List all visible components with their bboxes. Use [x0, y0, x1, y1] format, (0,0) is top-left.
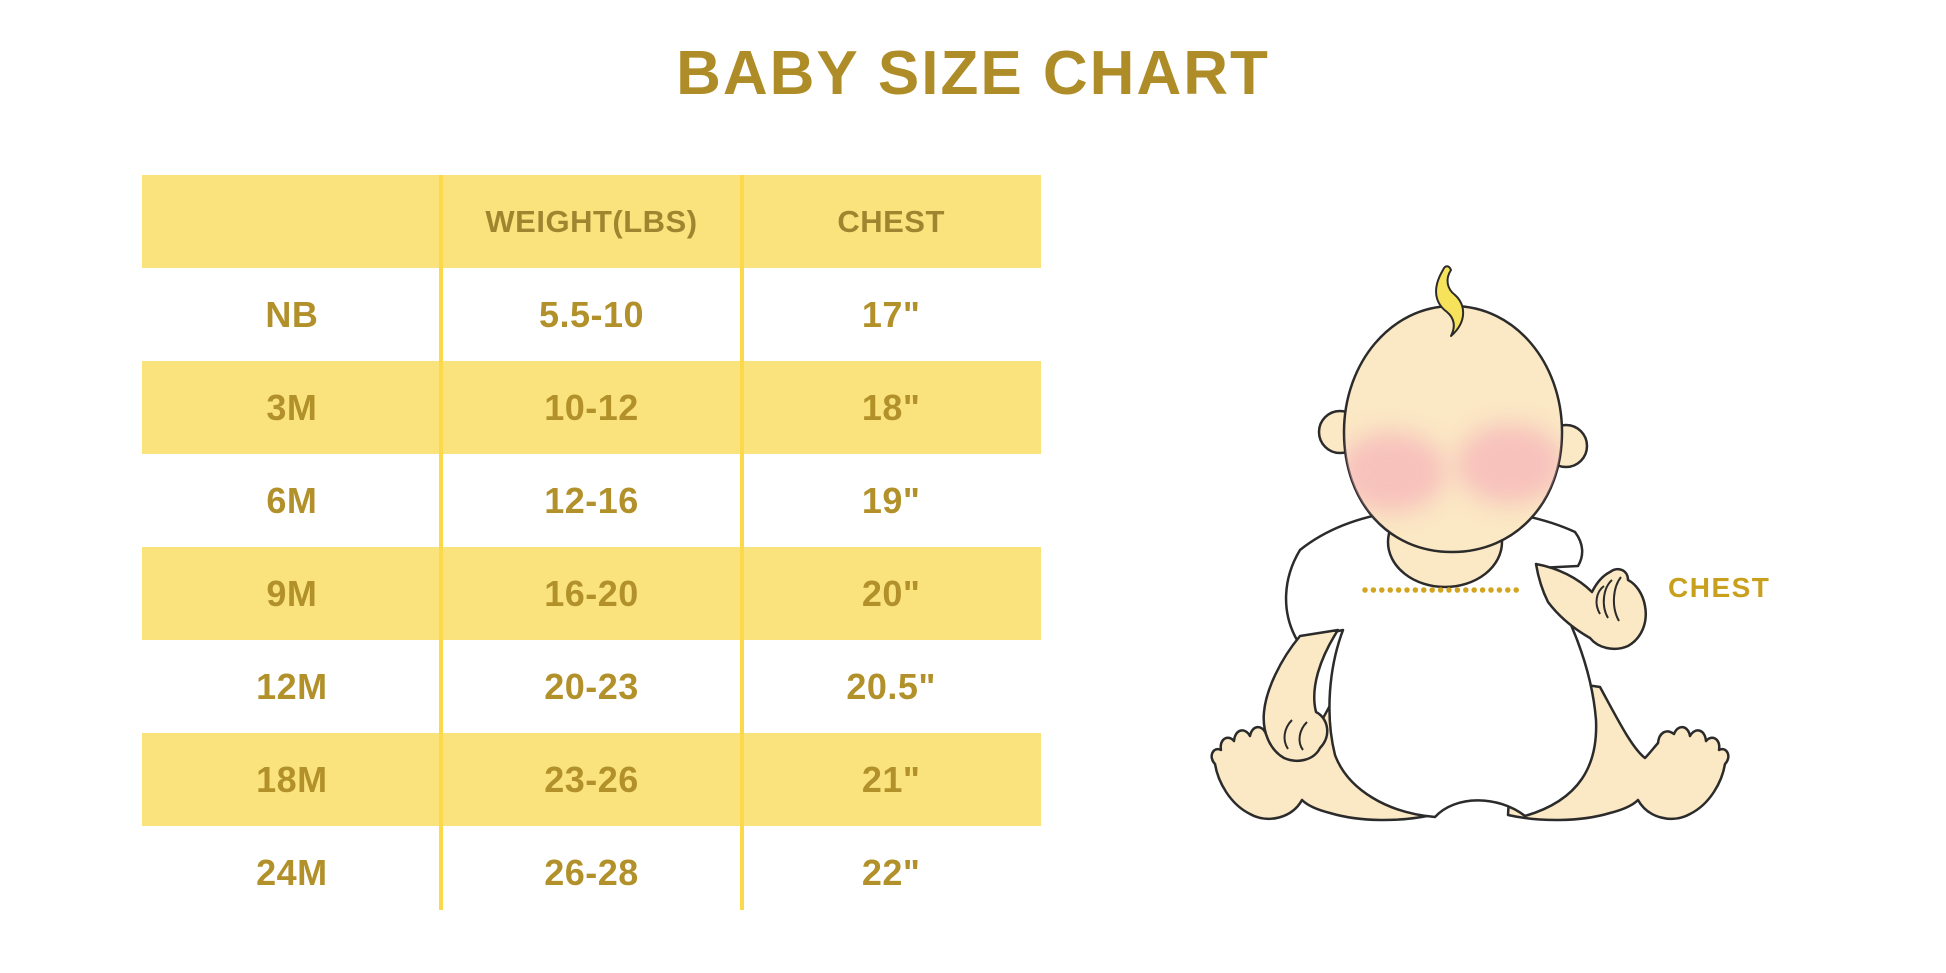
weight-cell: 23-26: [544, 758, 639, 800]
chest-measurement-label: CHEST: [1668, 572, 1771, 603]
size-cell: 18M: [256, 758, 328, 800]
table-header-row: WEIGHT(LBS) CHEST: [142, 175, 1041, 268]
chest-cell: 20": [861, 572, 921, 614]
chest-cell: 17": [861, 293, 921, 335]
baby-right-arm: [1534, 562, 1647, 650]
size-chart-table: WEIGHT(LBS) CHEST NB 5.5-10 17" 3M 10-12…: [142, 175, 1041, 919]
table-row: 24M 26-28 22": [142, 826, 1041, 919]
table-row: 3M 10-12 18": [142, 361, 1041, 454]
baby-left-arm: [1262, 628, 1340, 762]
chest-cell: 18": [861, 386, 921, 428]
baby-illustration: [1210, 265, 1730, 822]
page-title: BABY SIZE CHART: [676, 39, 1270, 108]
size-cell: 24M: [256, 851, 328, 893]
weight-cell: 16-20: [544, 572, 639, 614]
weight-cell: 5.5-10: [538, 293, 645, 335]
column-divider: [740, 175, 744, 910]
table-row: 18M 23-26 21": [142, 733, 1041, 826]
baby-hair-curl-icon: [1435, 265, 1465, 337]
weight-cell: 20-23: [544, 665, 639, 707]
table-row: 12M 20-23 20.5": [142, 640, 1041, 733]
table-row: 9M 16-20 20": [142, 547, 1041, 640]
header-cell-weight: WEIGHT(LBS): [485, 203, 698, 239]
baby-cheeks: [1344, 424, 1562, 512]
chest-cell: 19": [861, 479, 921, 521]
chest-cell: 20.5": [846, 665, 936, 707]
table-row: NB 5.5-10 17": [142, 268, 1041, 361]
size-cell: 3M: [266, 386, 318, 428]
chest-cell: 21": [861, 758, 921, 800]
weight-cell: 12-16: [544, 479, 639, 521]
weight-cell: 10-12: [544, 386, 639, 428]
column-divider: [439, 175, 443, 910]
weight-cell: 26-28: [544, 851, 639, 893]
size-cell: 6M: [266, 479, 318, 521]
size-cell: NB: [265, 293, 319, 335]
header-cell-chest: CHEST: [837, 203, 945, 239]
size-cell: 12M: [256, 665, 328, 707]
chest-cell: 22": [861, 851, 921, 893]
table-row: 6M 12-16 19": [142, 454, 1041, 547]
size-cell: 9M: [266, 572, 318, 614]
